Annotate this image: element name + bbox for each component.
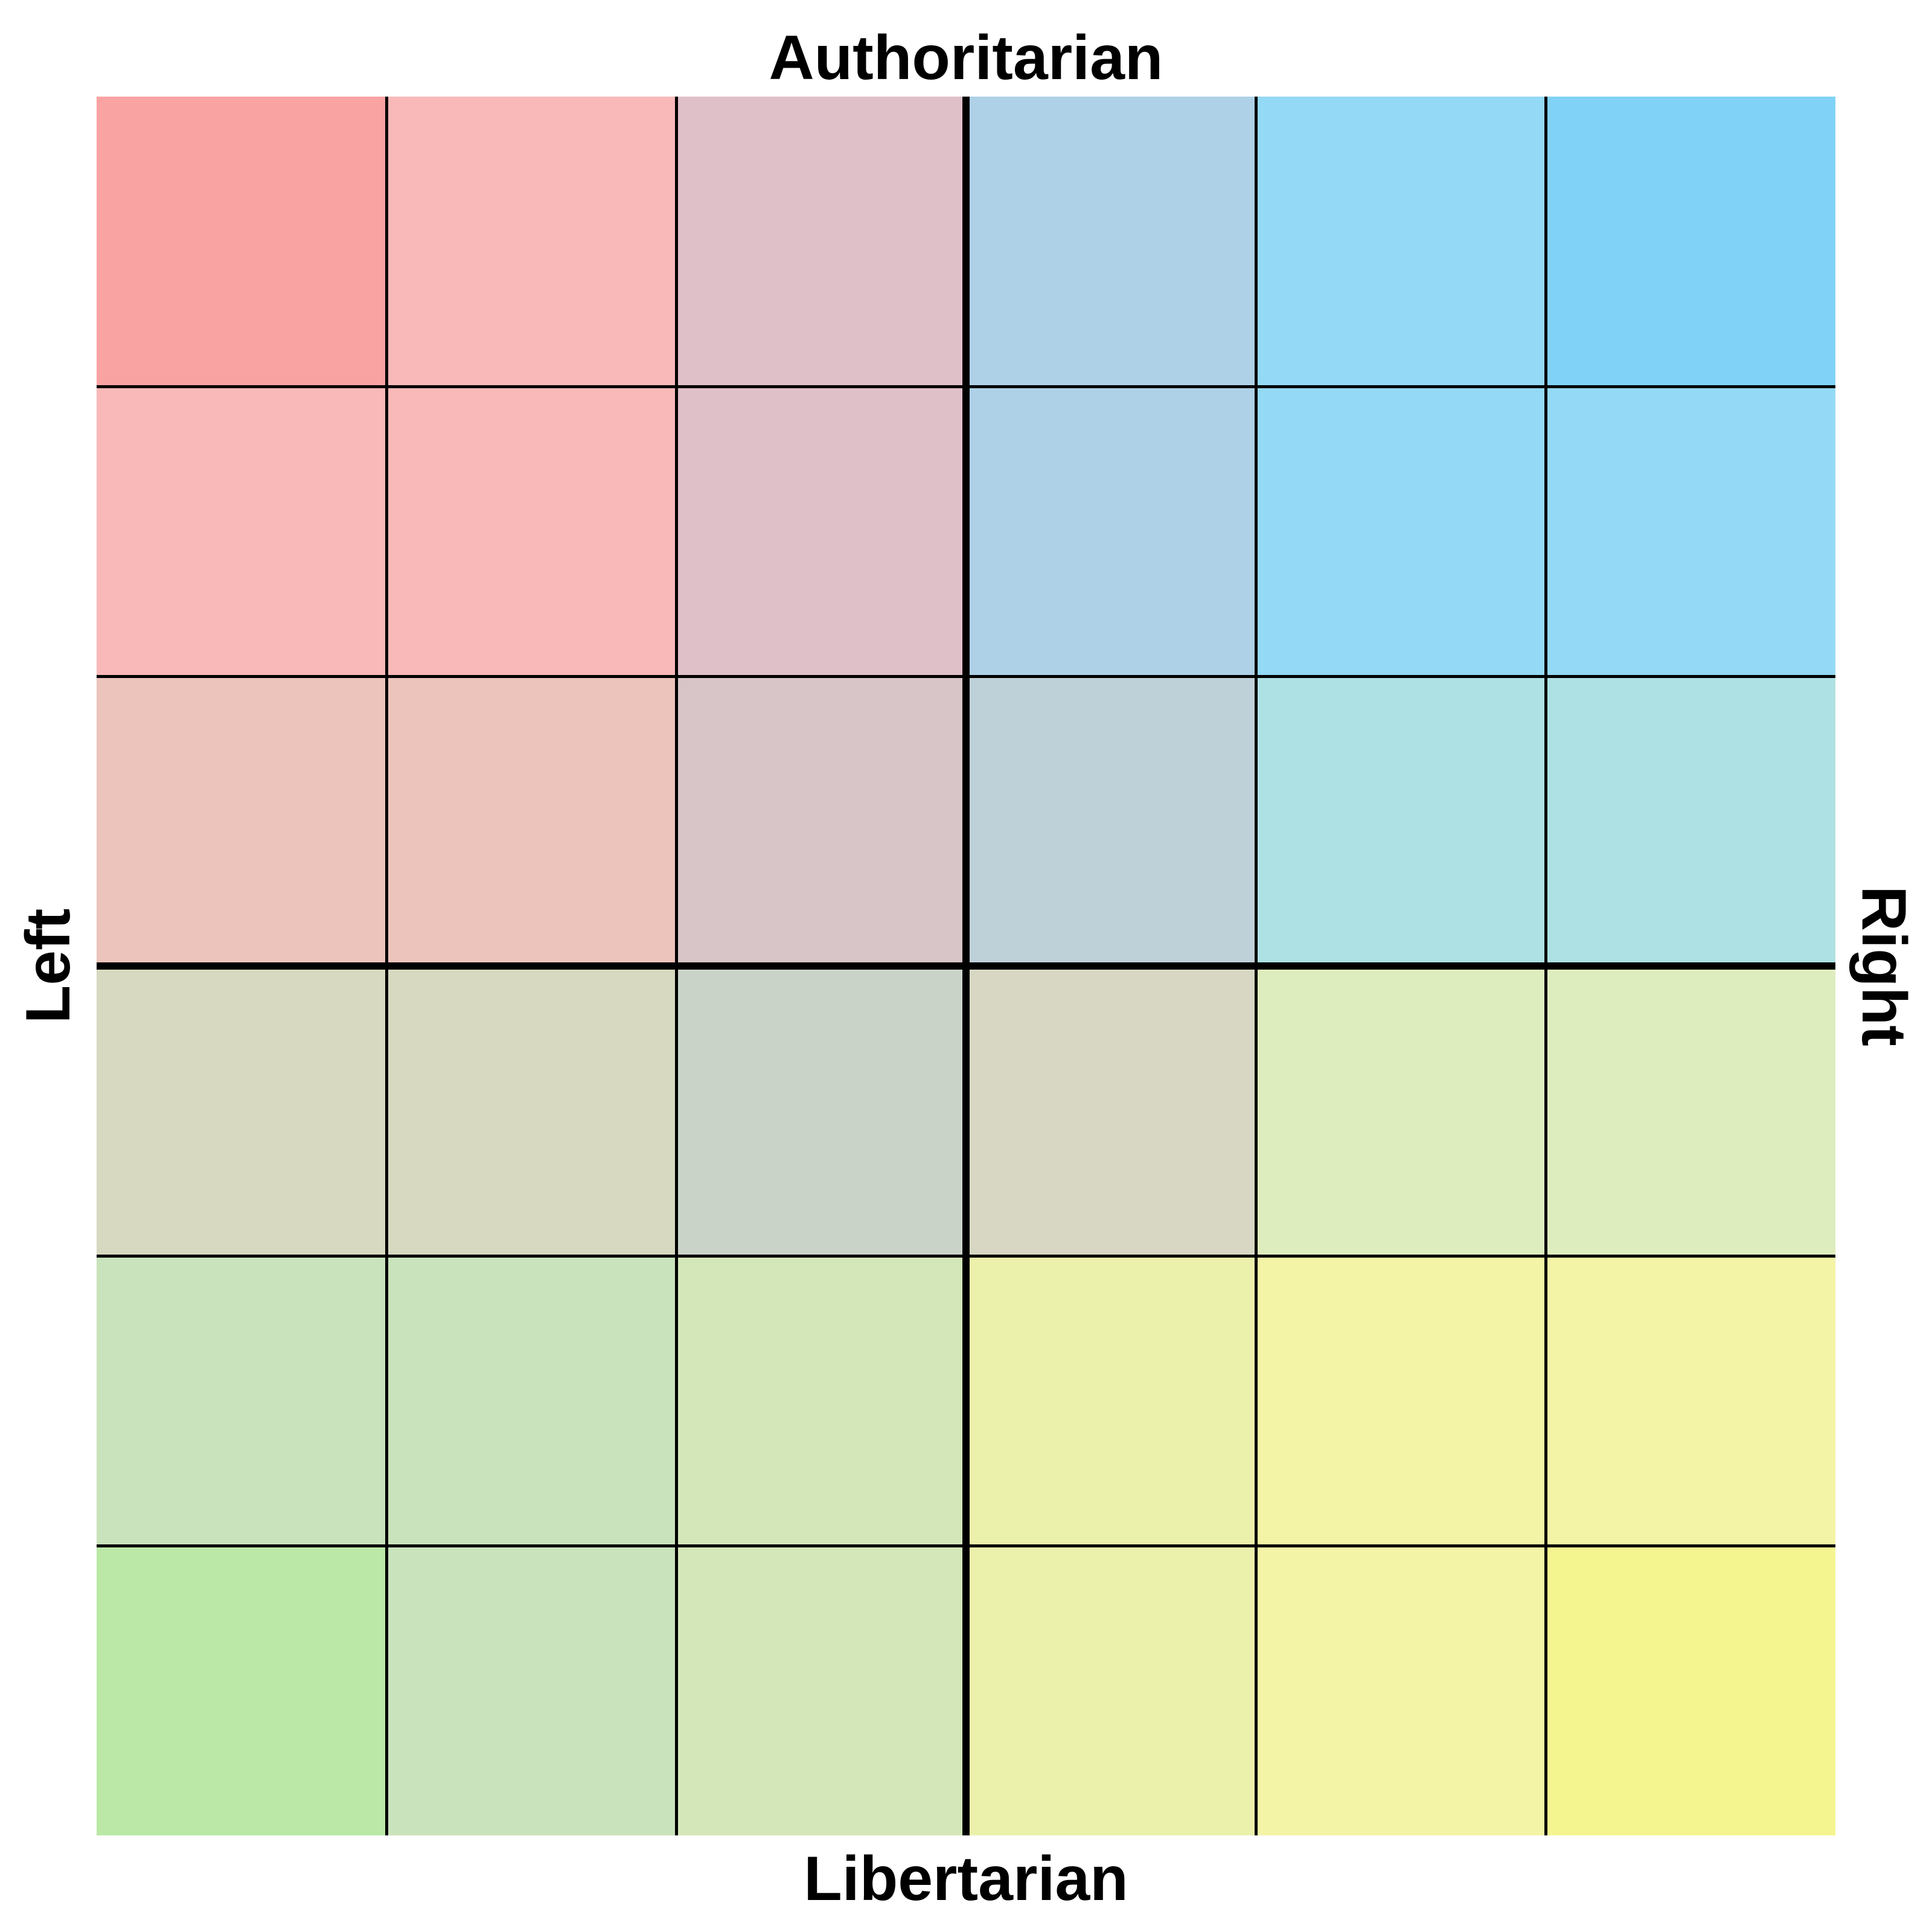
grid-cell-r2-c4 <box>966 386 1256 676</box>
axis-label-left: Left <box>17 909 80 1024</box>
grid-cell-r4-c2 <box>386 966 676 1256</box>
grid-cell-r4-c1 <box>97 966 386 1256</box>
grid-cell-r5-c3 <box>676 1256 966 1546</box>
grid-cell-r2-c6 <box>1546 386 1835 676</box>
grid-cell-r6-c4 <box>966 1546 1256 1835</box>
axis-label-right: Right <box>1852 886 1915 1046</box>
grid-cell-r2-c5 <box>1256 386 1546 676</box>
grid-horizontal-line <box>97 1255 1835 1258</box>
political-compass-grid <box>97 97 1835 1835</box>
axis-label-libertarian: Libertarian <box>804 1847 1128 1910</box>
grid-cell-r3-c6 <box>1546 676 1835 966</box>
grid-cell-r1-c5 <box>1256 97 1546 386</box>
grid-cell-r3-c5 <box>1256 676 1546 966</box>
grid-cell-r6-c2 <box>386 1546 676 1835</box>
grid-cell-r2-c1 <box>97 386 386 676</box>
grid-cell-r2-c3 <box>676 386 966 676</box>
axis-label-authoritarian: Authoritarian <box>769 27 1163 89</box>
grid-cell-r3-c4 <box>966 676 1256 966</box>
grid-cell-r1-c3 <box>676 97 966 386</box>
grid-horizontal-line <box>97 385 1835 388</box>
grid-cell-r1-c2 <box>386 97 676 386</box>
grid-cell-r1-c6 <box>1546 97 1835 386</box>
grid-cell-r3-c1 <box>97 676 386 966</box>
grid-cell-r3-c2 <box>386 676 676 966</box>
grid-horizontal-line <box>97 675 1835 678</box>
grid-horizontal-line <box>97 1544 1835 1547</box>
grid-cell-r1-c4 <box>966 97 1256 386</box>
grid-cell-r5-c5 <box>1256 1256 1546 1546</box>
grid-cell-r6-c6 <box>1546 1546 1835 1835</box>
grid-cell-r5-c6 <box>1546 1256 1835 1546</box>
grid-cell-r5-c2 <box>386 1256 676 1546</box>
grid-cell-r6-c5 <box>1256 1546 1546 1835</box>
grid-cell-r2-c2 <box>386 386 676 676</box>
grid-cell-r6-c1 <box>97 1546 386 1835</box>
grid-cell-r4-c4 <box>966 966 1256 1256</box>
grid-cell-r4-c3 <box>676 966 966 1256</box>
grid-cell-r5-c1 <box>97 1256 386 1546</box>
grid-cell-r5-c4 <box>966 1256 1256 1546</box>
grid-cell-r3-c3 <box>676 676 966 966</box>
grid-cell-r4-c6 <box>1546 966 1835 1256</box>
grid-cell-r1-c1 <box>97 97 386 386</box>
center-horizontal-axis-line <box>97 962 1835 970</box>
grid-cell-r4-c5 <box>1256 966 1546 1256</box>
grid-cell-r6-c3 <box>676 1546 966 1835</box>
